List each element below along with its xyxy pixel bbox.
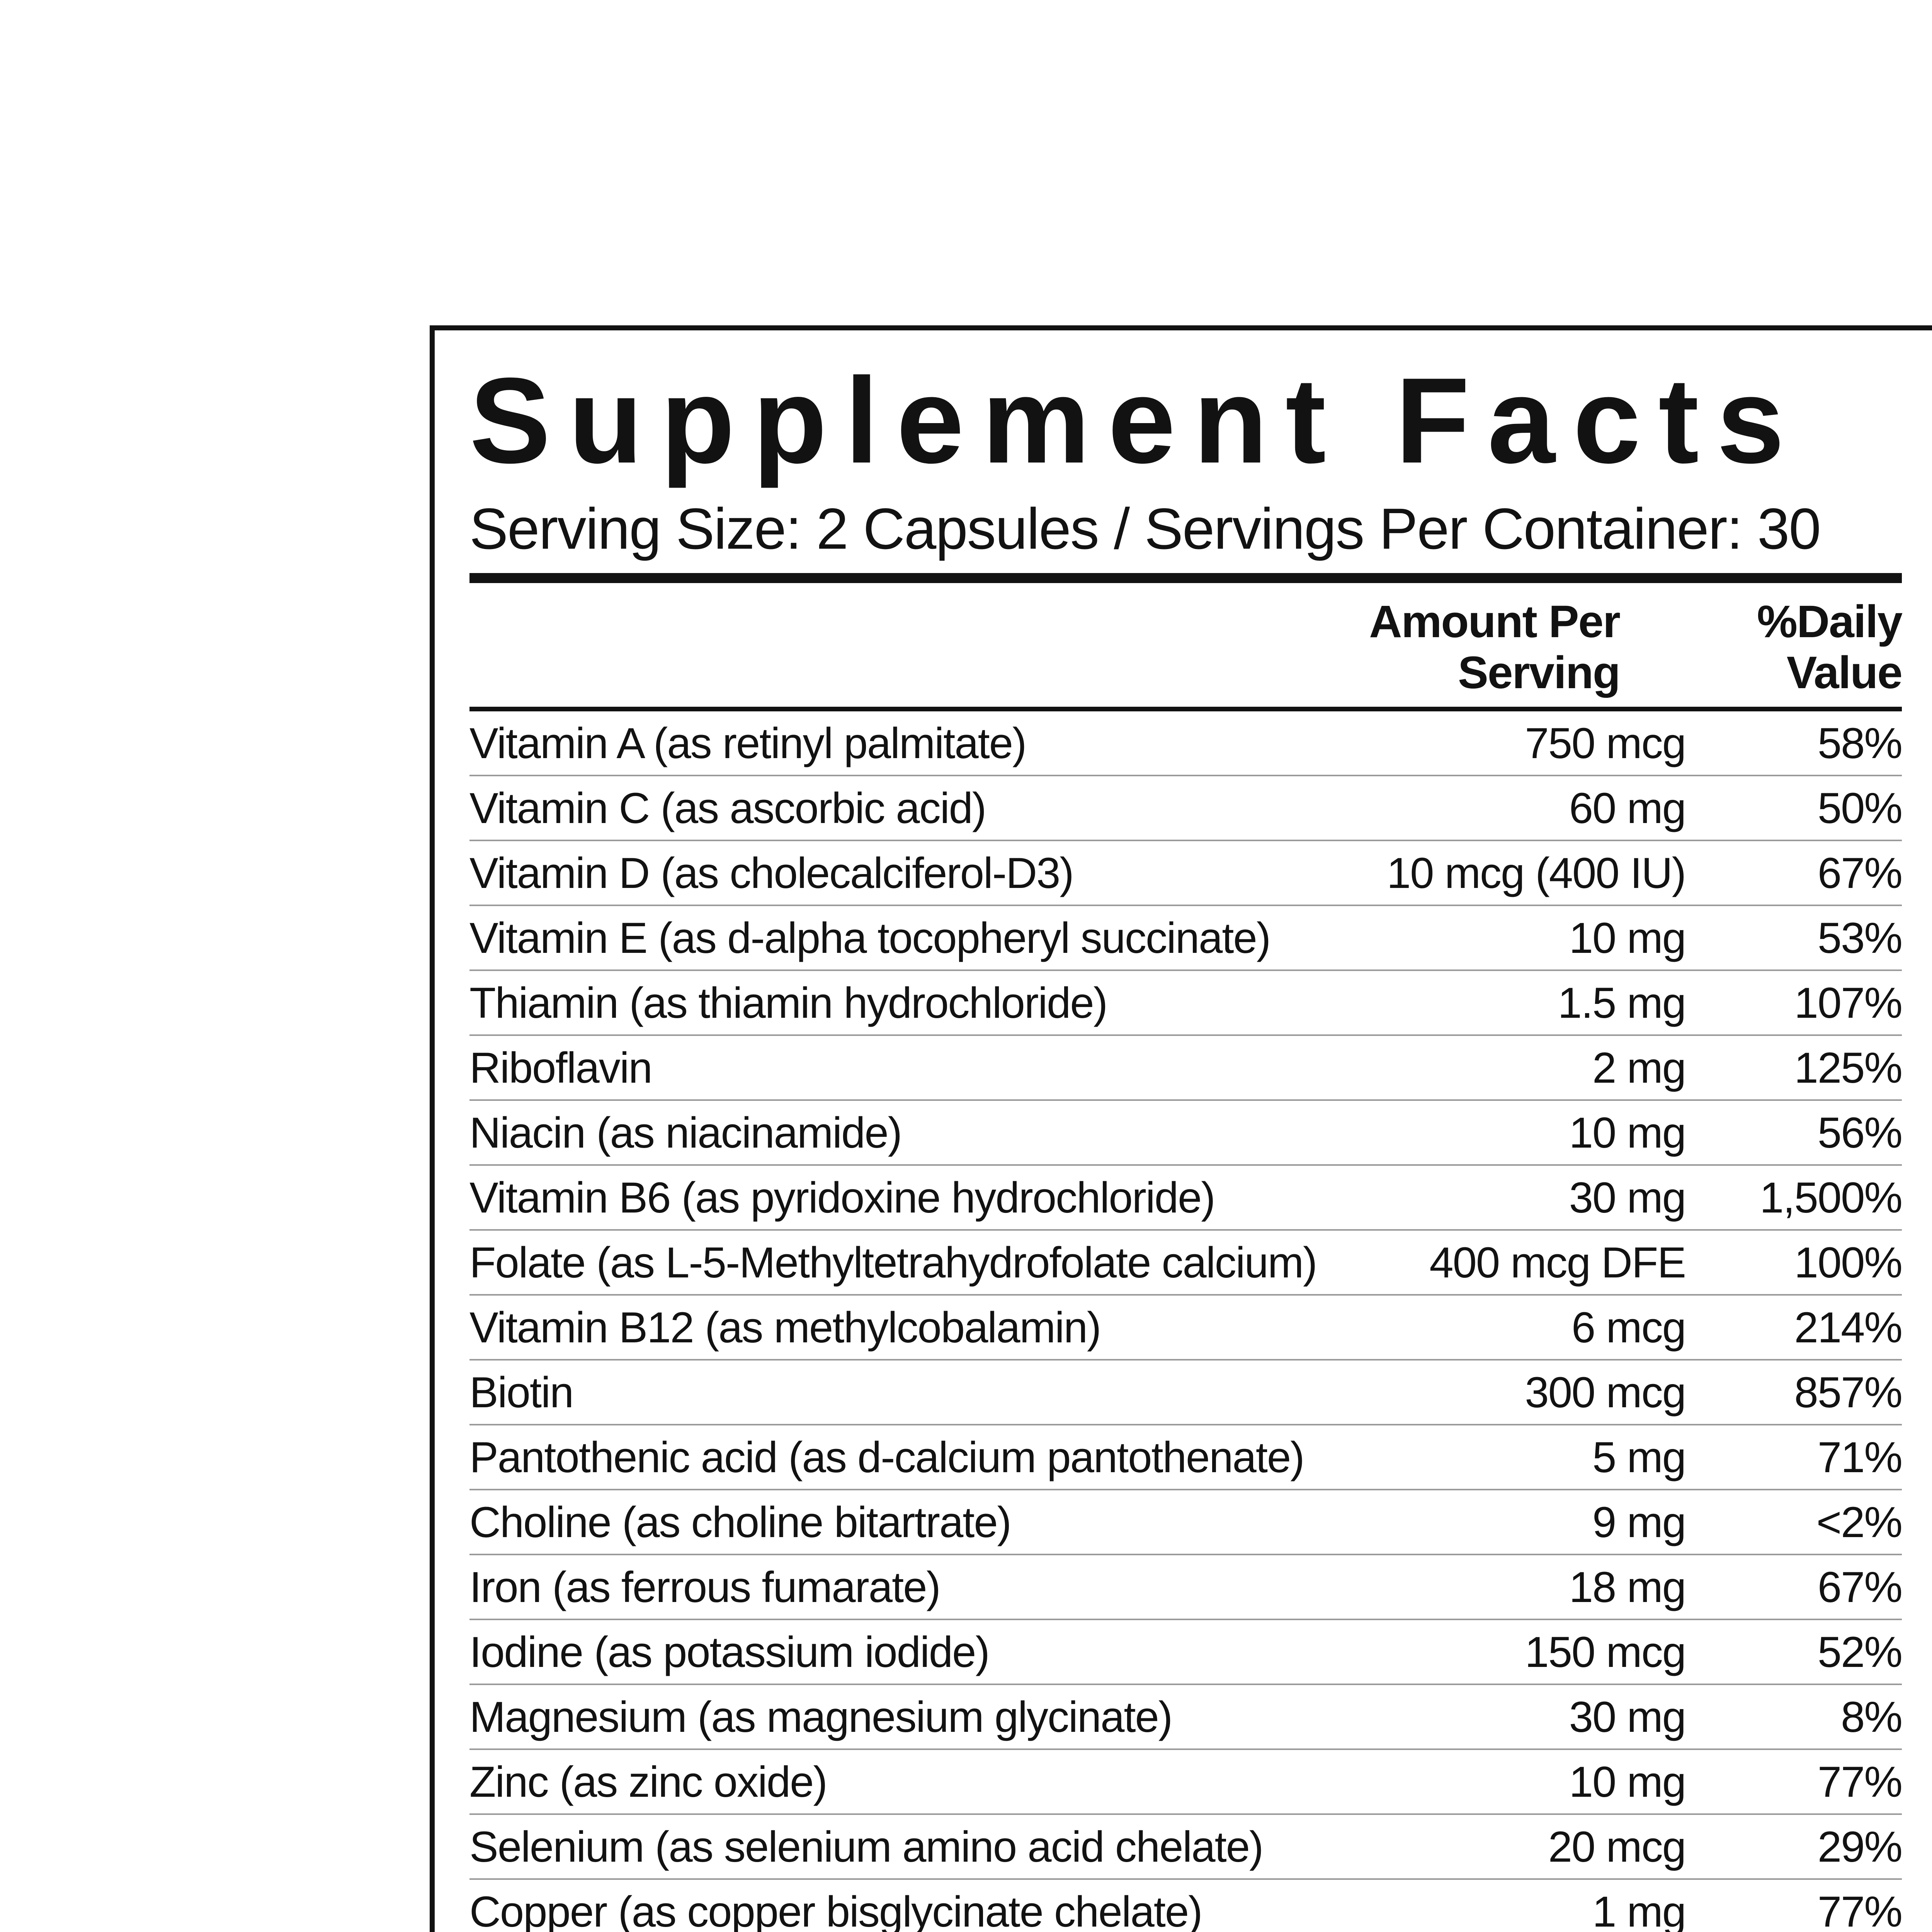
table-row: Riboflavin 2 mg 125% — [469, 1036, 1903, 1101]
nutrient-amount: 1.5 mg — [1558, 978, 1686, 1027]
nutrient-amount: 10 mg — [1569, 913, 1686, 962]
nutrient-daily-value: 71% — [1817, 1433, 1903, 1481]
nutrient-amount: 10 mg — [1569, 1757, 1686, 1806]
nutrient-daily-value: 125% — [1794, 1043, 1903, 1092]
nutrient-daily-value: 50% — [1817, 784, 1903, 832]
nutrient-name: Iodine (as potassium iodide) — [469, 1628, 990, 1676]
table-row: Folate (as L-5-Methyltetrahydrofolate ca… — [469, 1231, 1903, 1296]
nutrient-amount: 6 mcg — [1571, 1303, 1686, 1352]
nutrient-amount: 750 mcg — [1525, 719, 1686, 767]
nutrient-daily-value: 56% — [1817, 1108, 1903, 1157]
nutrient-amount: 1 mg — [1592, 1887, 1686, 1932]
table-row: Vitamin E (as d-alpha tocopheryl succina… — [469, 906, 1903, 971]
nutrient-daily-value: 29% — [1817, 1822, 1903, 1871]
table-row: Choline (as choline bitartrate) 9 mg <2% — [469, 1490, 1903, 1555]
nutrient-name: Choline (as choline bitartrate) — [469, 1498, 1012, 1546]
nutrient-amount: 400 mcg DFE — [1429, 1238, 1686, 1287]
table-row: Copper (as copper bisglycinate chelate) 1… — [469, 1880, 1903, 1932]
nutrient-daily-value: 52% — [1817, 1628, 1903, 1676]
nutrient-name: Selenium (as selenium amino acid chelate… — [469, 1822, 1264, 1871]
supplement-facts-box: Supplement Facts Serving Size: 2 Capsule… — [430, 325, 1932, 1932]
nutrient-daily-value: 53% — [1817, 913, 1903, 962]
nutrient-daily-value: 1,500% — [1760, 1173, 1903, 1222]
table-row: Vitamin D (as cholecalciferol-D3) 10 mcg … — [469, 841, 1903, 906]
nutrient-daily-value: 77% — [1817, 1887, 1903, 1932]
nutrient-name: Vitamin E (as d-alpha tocopheryl succina… — [469, 913, 1271, 962]
facts-title: Supplement Facts — [469, 352, 1803, 488]
table-row: Magnesium (as magnesium glycinate) 30 mg 8… — [469, 1685, 1903, 1750]
table-row: Selenium (as selenium amino acid chelate… — [469, 1815, 1903, 1880]
nutrient-name: Biotin — [469, 1368, 574, 1417]
table-row: Vitamin C (as ascorbic acid) 60 mg 50% — [469, 776, 1903, 841]
nutrient-name: Zinc (as zinc oxide) — [469, 1757, 828, 1806]
nutrient-name: Iron (as ferrous fumarate) — [469, 1563, 941, 1611]
nutrient-daily-value: 77% — [1817, 1757, 1903, 1806]
nutrient-name: Vitamin A (as retinyl palmitate) — [469, 719, 1027, 767]
nutrient-amount: 30 mg — [1569, 1692, 1686, 1741]
nutrient-name: Riboflavin — [469, 1043, 653, 1092]
nutrient-daily-value: 214% — [1794, 1303, 1903, 1352]
table-row: Iodine (as potassium iodide) 150 mcg 52% — [469, 1620, 1903, 1685]
column-amount-per-serving: Amount Per Serving — [1369, 596, 1621, 698]
nutrient-name: Thiamin (as thiamin hydrochloride) — [469, 978, 1108, 1027]
nutrient-name: Vitamin B12 (as methylcobalamin) — [469, 1303, 1101, 1352]
table-row: Pantothenic acid (as d-calcium pantothen… — [469, 1425, 1903, 1490]
nutrient-daily-value: 67% — [1817, 849, 1903, 897]
divider-medium — [469, 707, 1902, 711]
table-row: Thiamin (as thiamin hydrochloride) 1.5 mg… — [469, 971, 1903, 1036]
nutrient-amount: 2 mg — [1592, 1043, 1686, 1092]
nutrient-name: Vitamin B6 (as pyridoxine hydrochloride) — [469, 1173, 1216, 1222]
nutrient-daily-value: 100% — [1794, 1238, 1903, 1287]
nutrient-daily-value: 8% — [1841, 1692, 1903, 1741]
nutrient-amount: 20 mcg — [1548, 1822, 1686, 1871]
nutrient-daily-value: 67% — [1817, 1563, 1903, 1611]
nutrient-daily-value: <2% — [1816, 1498, 1903, 1546]
nutrient-name: Folate (as L-5-Methyltetrahydrofolate ca… — [469, 1238, 1317, 1287]
table-row: Niacin (as niacinamide) 10 mg 56% — [469, 1101, 1903, 1166]
divider-thick — [469, 573, 1902, 583]
table-row: Vitamin B12 (as methylcobalamin) 6 mcg 214… — [469, 1296, 1903, 1361]
nutrient-name: Vitamin D (as cholecalciferol-D3) — [469, 849, 1074, 897]
nutrient-amount: 30 mg — [1569, 1173, 1686, 1222]
table-column-header: Amount Per Serving %Daily Value — [469, 596, 1903, 698]
table-row: Vitamin B6 (as pyridoxine hydrochloride)… — [469, 1166, 1903, 1231]
nutrient-amount: 10 mg — [1569, 1108, 1686, 1157]
nutrient-name: Vitamin C (as ascorbic acid) — [469, 784, 986, 832]
nutrient-amount: 9 mg — [1592, 1498, 1686, 1546]
nutrient-daily-value: 107% — [1794, 978, 1903, 1027]
nutrient-name: Copper (as copper bisglycinate chelate) — [469, 1887, 1203, 1932]
nutrient-amount: 5 mg — [1592, 1433, 1686, 1481]
nutrient-daily-value: 857% — [1794, 1368, 1903, 1417]
nutrient-daily-value: 58% — [1817, 719, 1903, 767]
column-daily-value: %Daily Value — [1757, 596, 1903, 698]
table-row: Vitamin A (as retinyl palmitate) 750 mcg 5… — [469, 711, 1903, 776]
nutrient-amount: 10 mcg (400 IU) — [1387, 849, 1686, 897]
nutrient-amount: 150 mcg — [1525, 1628, 1686, 1676]
serving-size-line: Serving Size: 2 Capsules / Servings Per … — [469, 496, 1821, 561]
nutrient-table: Vitamin A (as retinyl palmitate) 750 mcg 5… — [469, 711, 1903, 1932]
table-row: Iron (as ferrous fumarate) 18 mg 67% — [469, 1555, 1903, 1620]
nutrient-amount: 300 mcg — [1525, 1368, 1686, 1417]
table-row: Zinc (as zinc oxide) 10 mg 77% — [469, 1750, 1903, 1815]
nutrient-name: Magnesium (as magnesium glycinate) — [469, 1692, 1173, 1741]
nutrient-name: Niacin (as niacinamide) — [469, 1108, 902, 1157]
nutrient-amount: 18 mg — [1569, 1563, 1686, 1611]
nutrient-name: Pantothenic acid (as d-calcium pantothen… — [469, 1433, 1305, 1481]
table-row: Biotin 300 mcg 857% — [469, 1361, 1903, 1425]
nutrient-amount: 60 mg — [1569, 784, 1686, 832]
